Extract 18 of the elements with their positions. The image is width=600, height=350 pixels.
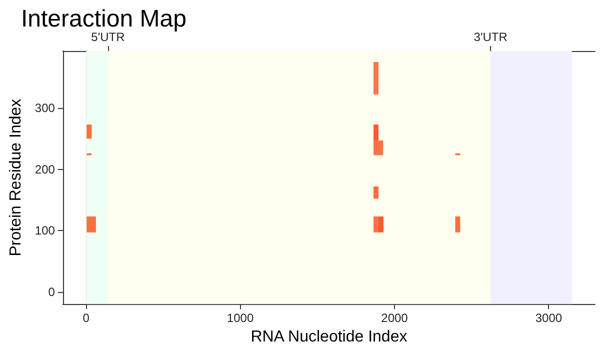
y-tick-label: 100 [34,224,56,238]
bar [86,216,92,232]
bar [90,216,96,232]
y-tick-label: 0 [48,284,56,299]
x-tick-label: 1000 [226,311,254,326]
bar [374,62,378,95]
y-axis-title: Protein Residue Index [8,98,24,256]
x-tick-label: 3000 [535,311,562,326]
x-axis-title: RNA Nucleotide Index [250,328,408,346]
x-tick-label: 2000 [381,311,408,326]
text: 3'UTR [474,30,508,44]
y-tick-label: 200 [34,162,56,176]
text: 5'UTR [91,30,126,44]
x-tick-label: 0 [82,311,90,326]
bar [374,124,378,140]
y-tick-label: 300 [34,100,56,115]
bar [455,216,460,232]
chart-title: Interaction Map [21,6,186,32]
